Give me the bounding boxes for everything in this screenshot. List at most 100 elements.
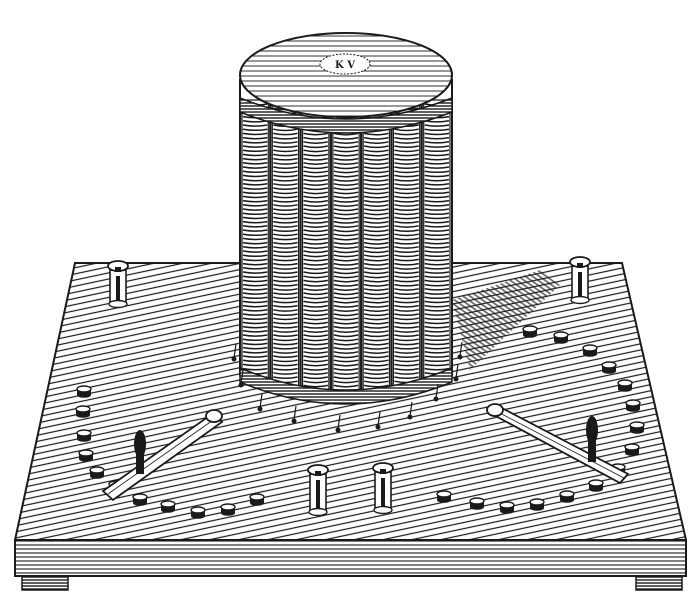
disc-edge <box>394 145 419 149</box>
disc-edge <box>303 183 329 186</box>
disc-edge <box>363 359 389 363</box>
disc-edge <box>424 233 450 237</box>
wire <box>259 393 263 409</box>
contact-stud <box>436 490 452 503</box>
wire-end <box>453 376 459 382</box>
disc-edge <box>424 153 450 157</box>
stud-bottom <box>626 406 640 412</box>
disc-edge <box>424 267 450 270</box>
disc-edge <box>273 208 298 212</box>
disc-edge <box>333 346 359 350</box>
disc-edge <box>242 338 268 342</box>
disc-edge <box>273 313 298 317</box>
post-foot <box>373 505 393 515</box>
disc-edge <box>394 355 419 359</box>
disc-edge <box>273 267 298 270</box>
disc-edge <box>303 225 329 228</box>
disc-edge <box>363 380 389 384</box>
disc-edge <box>424 342 450 346</box>
disc-edge <box>394 157 419 161</box>
disc-edge <box>242 204 268 207</box>
disc-edge <box>303 283 329 287</box>
disc-edge <box>273 166 298 170</box>
disc-edge <box>394 187 419 191</box>
disc-edge <box>242 267 268 270</box>
disc-edge <box>424 246 450 249</box>
stud-bottom <box>560 497 574 503</box>
disc-edge <box>273 372 298 375</box>
disc-edge <box>242 304 268 308</box>
wire <box>240 369 244 385</box>
disc-edge <box>333 216 359 220</box>
disc-edge <box>333 195 359 199</box>
disc-edge <box>424 351 450 354</box>
stud-bottom <box>589 486 603 492</box>
disc-edge <box>273 355 298 359</box>
disc-edge <box>273 204 298 207</box>
base-wires <box>231 341 463 433</box>
disc-edge <box>394 338 419 342</box>
disc-edge <box>242 233 268 237</box>
disc-edge <box>303 325 329 329</box>
disc-edge <box>333 325 359 329</box>
disc-edge <box>424 128 450 132</box>
disc-edge <box>273 212 298 216</box>
wire <box>409 401 413 417</box>
disc-edge <box>363 325 389 329</box>
cylinder-top-band <box>239 96 453 134</box>
contact-stud <box>249 493 265 506</box>
disc-edge <box>273 330 298 333</box>
disc-edge <box>303 334 329 338</box>
disc-edge <box>242 212 268 216</box>
disc-edge <box>363 367 389 371</box>
disc-edge <box>273 258 298 262</box>
disc-edge <box>303 262 329 266</box>
disc-edge <box>424 254 450 258</box>
stud-bottom <box>77 436 91 442</box>
disc-edge <box>424 250 450 253</box>
stud-bottom <box>221 510 235 516</box>
disc-edge <box>394 136 419 140</box>
disc-edge <box>333 258 359 262</box>
disc-edge <box>424 174 450 178</box>
wire <box>337 414 341 430</box>
disc-edge <box>424 288 450 291</box>
disc-edge <box>273 250 298 254</box>
stud-top <box>436 490 452 498</box>
disc-edge <box>363 363 389 367</box>
disc-edge <box>424 325 450 329</box>
board-front-face <box>14 539 687 577</box>
disc-edge <box>273 195 298 199</box>
disc-edge <box>333 149 359 153</box>
disc-edge <box>242 275 268 279</box>
disc-edge <box>333 380 359 384</box>
disc-edge <box>303 376 329 380</box>
disc-edge <box>394 292 419 296</box>
disc-edge <box>273 220 298 224</box>
disc-edge <box>333 136 359 140</box>
disc-edge <box>424 258 450 262</box>
switch-left[interactable] <box>101 409 224 502</box>
disc-edge <box>333 262 359 266</box>
disc-edge <box>363 233 389 237</box>
switch-right[interactable] <box>486 403 630 485</box>
disc-edge <box>242 162 268 165</box>
contact-stud <box>629 421 645 434</box>
disc-edge <box>394 317 419 321</box>
disc-edge <box>394 216 419 220</box>
disc-edge <box>424 346 450 350</box>
disc-edge <box>394 199 419 203</box>
disc-edge <box>363 178 389 182</box>
disc-edge <box>394 208 419 212</box>
disc-edge <box>394 330 419 333</box>
disc-edge <box>424 162 450 165</box>
disc-edge <box>333 229 359 233</box>
disc-edge <box>333 250 359 254</box>
disc-edge <box>303 199 329 203</box>
disc-edge <box>303 304 329 308</box>
disc-edge <box>303 367 329 371</box>
switch-left-handle-stem <box>136 452 144 474</box>
disc-edge <box>273 149 298 153</box>
disc-edge <box>273 136 298 140</box>
disc-edge <box>363 162 389 165</box>
